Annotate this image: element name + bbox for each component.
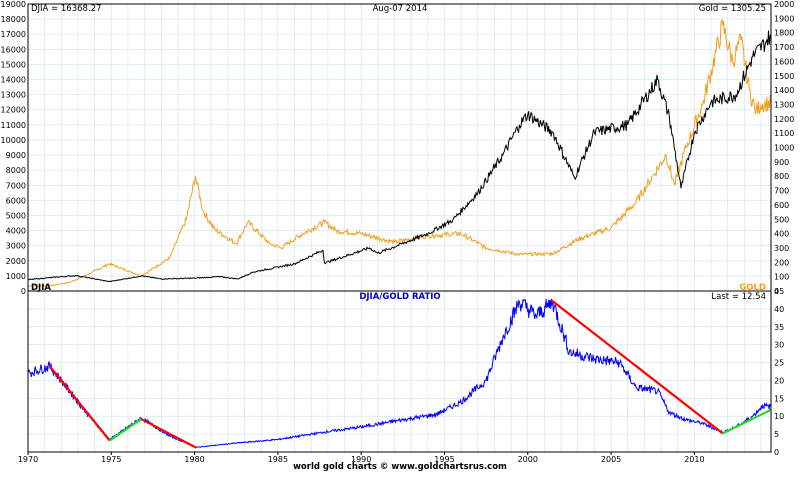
left-axis-tick-label: 13000 xyxy=(1,91,26,100)
right-axis-tick-label: 400 xyxy=(774,230,789,239)
right-axis-tick-label: 1700 xyxy=(774,43,794,52)
right-axis-tick-label: 700 xyxy=(774,187,789,196)
left-axis-tick-label: 6000 xyxy=(6,196,26,205)
footer-credit: world gold charts © www.goldchartsrus.co… xyxy=(293,462,507,472)
bottom-panel-series xyxy=(27,298,772,449)
left-axis-tick-label: 14000 xyxy=(1,76,26,85)
left-axis-tick-label: 19000 xyxy=(1,0,26,9)
left-axis-tick-label: 7000 xyxy=(6,181,26,190)
left-axis-tick-label: 18000 xyxy=(1,15,26,24)
right-axis-tick-label: 2000 xyxy=(774,0,794,9)
left-axis-tick-label: 4000 xyxy=(6,227,26,236)
date-readout: Aug-07 2014 xyxy=(373,4,428,14)
ratio-axis-tick-label: 5 xyxy=(774,430,779,439)
ratio-axis-tick-label: 35 xyxy=(774,323,784,332)
right-axis-tick-label: 1000 xyxy=(774,144,794,153)
right-axis-tick-label: 1100 xyxy=(774,129,794,138)
right-axis-tick-label: 1200 xyxy=(774,115,794,124)
left-axis-tick-label: 16000 xyxy=(1,45,26,54)
x-axis-tick-label: 2005 xyxy=(601,455,621,464)
left-axis-tick-label: 10000 xyxy=(1,136,26,145)
right-axis-tick-label: 1500 xyxy=(774,72,794,81)
left-axis-tick-label: 8000 xyxy=(6,166,26,175)
left-axis-tick-label: 1000 xyxy=(6,272,26,281)
djia-label: DJIA xyxy=(31,283,51,293)
x-axis-tick-label: 1995 xyxy=(434,455,454,464)
ratio-axis-tick-label: 20 xyxy=(774,376,784,385)
right-axis-tick-label: 1900 xyxy=(774,14,794,23)
ratio-downtrend-line xyxy=(550,299,724,435)
x-axis-tick-label: 1975 xyxy=(101,455,121,464)
ratio-axis-tick-label: 30 xyxy=(774,341,784,350)
djia-series-line xyxy=(28,30,772,283)
left-axis-tick-label: 5000 xyxy=(6,211,26,220)
x-axis-tick-label: 1990 xyxy=(351,455,371,464)
left-axis-tick-label: 12000 xyxy=(1,106,26,115)
left-axis-tick-label: 17000 xyxy=(1,30,26,39)
right-axis-tick-label: 600 xyxy=(774,201,789,210)
right-axis-tick-label: 800 xyxy=(774,172,789,181)
gold-readout: Gold = 1305.25 xyxy=(699,4,766,14)
gold-series-line xyxy=(28,18,772,287)
ratio-axis-tick-label: 10 xyxy=(774,412,784,421)
left-axis-tick-label: 9000 xyxy=(6,151,26,160)
ratio-axis-tick-label: 0 xyxy=(774,448,779,457)
ratio-downtrend-line xyxy=(48,365,111,442)
ratio-uptrend-line xyxy=(109,418,142,442)
ratio-axis-tick-label: 25 xyxy=(774,359,784,368)
right-axis-tick-label: 0 xyxy=(774,287,779,296)
x-axis-tick-label: 1980 xyxy=(184,455,204,464)
right-axis-tick-label: 1800 xyxy=(774,29,794,38)
ratio-axis-tick-label: 15 xyxy=(774,394,784,403)
right-axis-tick-label: 1300 xyxy=(774,100,794,109)
gold-label: GOLD xyxy=(739,283,766,293)
ratio-downtrend-line xyxy=(140,418,197,449)
right-axis-tick-label: 300 xyxy=(774,244,789,253)
right-axis-tick-label: 1600 xyxy=(774,57,794,66)
right-axis-tick-label: 900 xyxy=(774,158,789,167)
bottom-panel-frame xyxy=(27,290,772,453)
x-axis-tick-label: 2010 xyxy=(684,455,704,464)
left-axis-tick-label: 15000 xyxy=(1,60,26,69)
ratio-uptrend-line xyxy=(722,408,772,435)
top-panel-series xyxy=(28,18,772,287)
ratio-title: DJIA/GOLD RATIO xyxy=(359,292,440,302)
ratio-axis-tick-label: 45 xyxy=(774,287,784,296)
left-axis-tick-label: 3000 xyxy=(6,242,26,251)
x-axis-tick-label: 1985 xyxy=(268,455,288,464)
left-axis-tick-label: 2000 xyxy=(6,257,26,266)
ratio-last-value: Last = 12.54 xyxy=(711,292,766,302)
x-axis-tick-label: 1970 xyxy=(18,455,38,464)
right-axis-tick-label: 200 xyxy=(774,258,789,267)
x-axis-tick-label: 2000 xyxy=(518,455,538,464)
left-axis-tick-label: 11000 xyxy=(1,121,26,130)
right-axis-tick-label: 100 xyxy=(774,273,789,282)
right-axis-tick-label: 500 xyxy=(774,215,789,224)
left-axis-tick-label: 0 xyxy=(21,287,26,296)
ratio-axis-tick-label: 40 xyxy=(774,305,784,314)
djia-readout: DJIA = 16368.27 xyxy=(31,4,101,14)
axis-ticks: 0100020003000400050006000700080009000100… xyxy=(1,0,795,464)
right-axis-tick-label: 1400 xyxy=(774,86,794,95)
